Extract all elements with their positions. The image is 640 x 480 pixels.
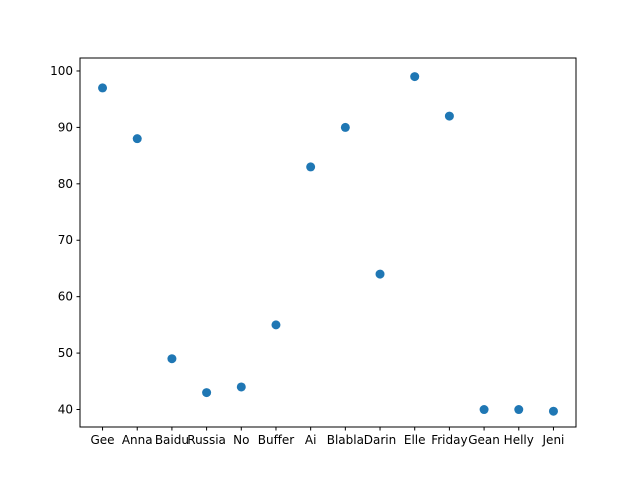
y-tick-label: 100 [50, 64, 73, 78]
y-tick-label: 60 [58, 290, 73, 304]
y-tick-label: 40 [58, 403, 73, 417]
x-tick-label: Blabla [327, 433, 364, 447]
x-tick-label: Elle [404, 433, 426, 447]
x-tick-label: Anna [122, 433, 153, 447]
x-tick-label: Friday [431, 433, 467, 447]
y-tick-label: 50 [58, 346, 73, 360]
x-tick-label: Buffer [258, 433, 294, 447]
data-point [514, 405, 524, 415]
data-point [167, 354, 177, 364]
x-tick-label: Ai [305, 433, 317, 447]
data-point [98, 83, 108, 93]
data-point [202, 388, 212, 398]
x-tick-label: Gean [468, 433, 500, 447]
data-point [548, 406, 558, 416]
y-axis: 40 50 60 70 80 90 100 [50, 64, 80, 417]
x-tick-label: Baidu [155, 433, 189, 447]
data-point [444, 111, 454, 121]
data-point [375, 269, 385, 279]
data-point [132, 134, 142, 144]
x-tick-label: Helly [504, 433, 534, 447]
y-tick-label: 70 [58, 233, 73, 247]
x-tick-label: Russia [187, 433, 226, 447]
plot-frame [79, 57, 577, 428]
data-points [98, 72, 558, 416]
x-tick-label: Gee [91, 433, 115, 447]
x-tick-label: No [233, 433, 249, 447]
data-point [271, 320, 281, 330]
x-tick-label: Jeni [542, 433, 565, 447]
data-point [236, 382, 246, 392]
y-tick-label: 90 [58, 120, 73, 134]
data-point [306, 162, 316, 172]
y-tick-label: 80 [58, 177, 73, 191]
data-point [479, 405, 489, 415]
data-point [410, 72, 420, 82]
data-point [340, 122, 350, 132]
x-tick-label: Darin [364, 433, 396, 447]
